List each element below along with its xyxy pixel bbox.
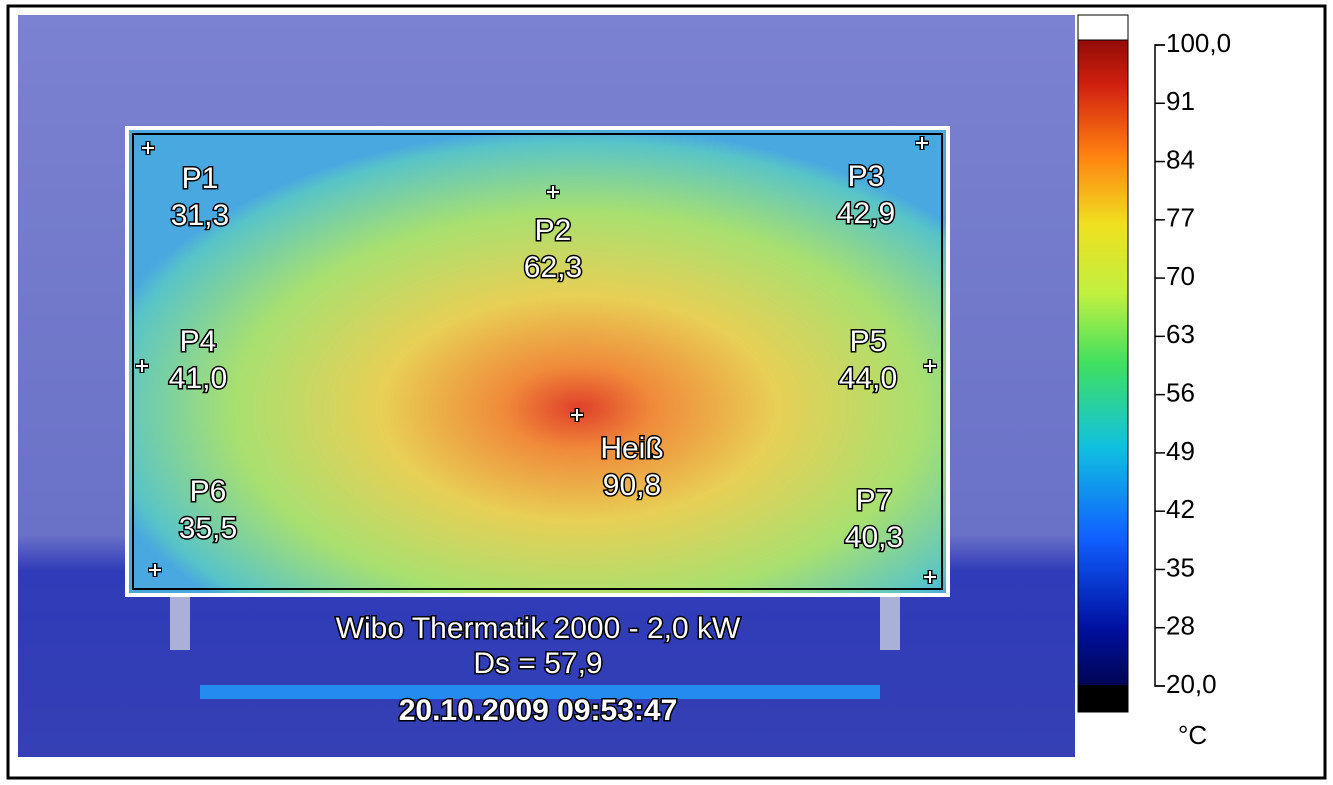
point-value: 42,9 — [837, 197, 895, 230]
point-label: P7 — [856, 484, 893, 517]
point-label: P6 — [190, 475, 227, 508]
unit: °C — [1178, 720, 1207, 750]
radiator-leg — [880, 590, 900, 650]
colorbar-tick-label: 49 — [1166, 436, 1195, 466]
colorbar-tick-label: 70 — [1166, 261, 1195, 291]
device-caption: Wibo Thermatik 2000 - 2,0 kW — [336, 612, 741, 645]
point-label: P5 — [850, 325, 887, 358]
point-label: P2 — [535, 214, 572, 247]
point-label: P3 — [848, 160, 885, 193]
point-value: 31,3 — [171, 199, 229, 232]
colorbar-tick-label: 35 — [1166, 552, 1195, 582]
colorbar-tick-label: 28 — [1166, 611, 1195, 641]
timestamp: 20.10.2009 09:53:47 — [399, 694, 678, 727]
point-label: P4 — [180, 325, 217, 358]
colorbar-tick-label: 100,0 — [1166, 28, 1231, 58]
measure-area — [127, 128, 948, 595]
ds-caption: Ds = 57,9 — [473, 647, 602, 680]
point-value: 44,0 — [839, 362, 897, 395]
thermal-view: Wibo Thermatik 2000 - 2,0 kW Ds = 57,9 2… — [0, 0, 1333, 785]
colorbar-tick-label: 77 — [1166, 203, 1195, 233]
point-value: 90,8 — [603, 469, 661, 502]
radiator-leg — [170, 590, 190, 650]
point-value: 40,3 — [845, 521, 903, 554]
colorbar-tick-label: 42 — [1166, 494, 1195, 524]
point-value: 35,5 — [179, 512, 237, 545]
point-label: P1 — [182, 162, 219, 195]
colorbar-tick-label: 63 — [1166, 319, 1195, 349]
colorbar-tick-label: 91 — [1166, 86, 1195, 116]
colorbar-tick-label: 56 — [1166, 378, 1195, 408]
colorbar — [1078, 15, 1128, 712]
point-value: 41,0 — [169, 362, 227, 395]
point-label: Heiß — [600, 432, 663, 465]
colorbar-tick-label: 20,0 — [1166, 669, 1217, 699]
colorbar-tick-label: 84 — [1166, 144, 1195, 174]
point-value: 62,3 — [524, 251, 582, 284]
colorbar-under — [1078, 685, 1128, 712]
colorbar-over — [1078, 15, 1128, 40]
